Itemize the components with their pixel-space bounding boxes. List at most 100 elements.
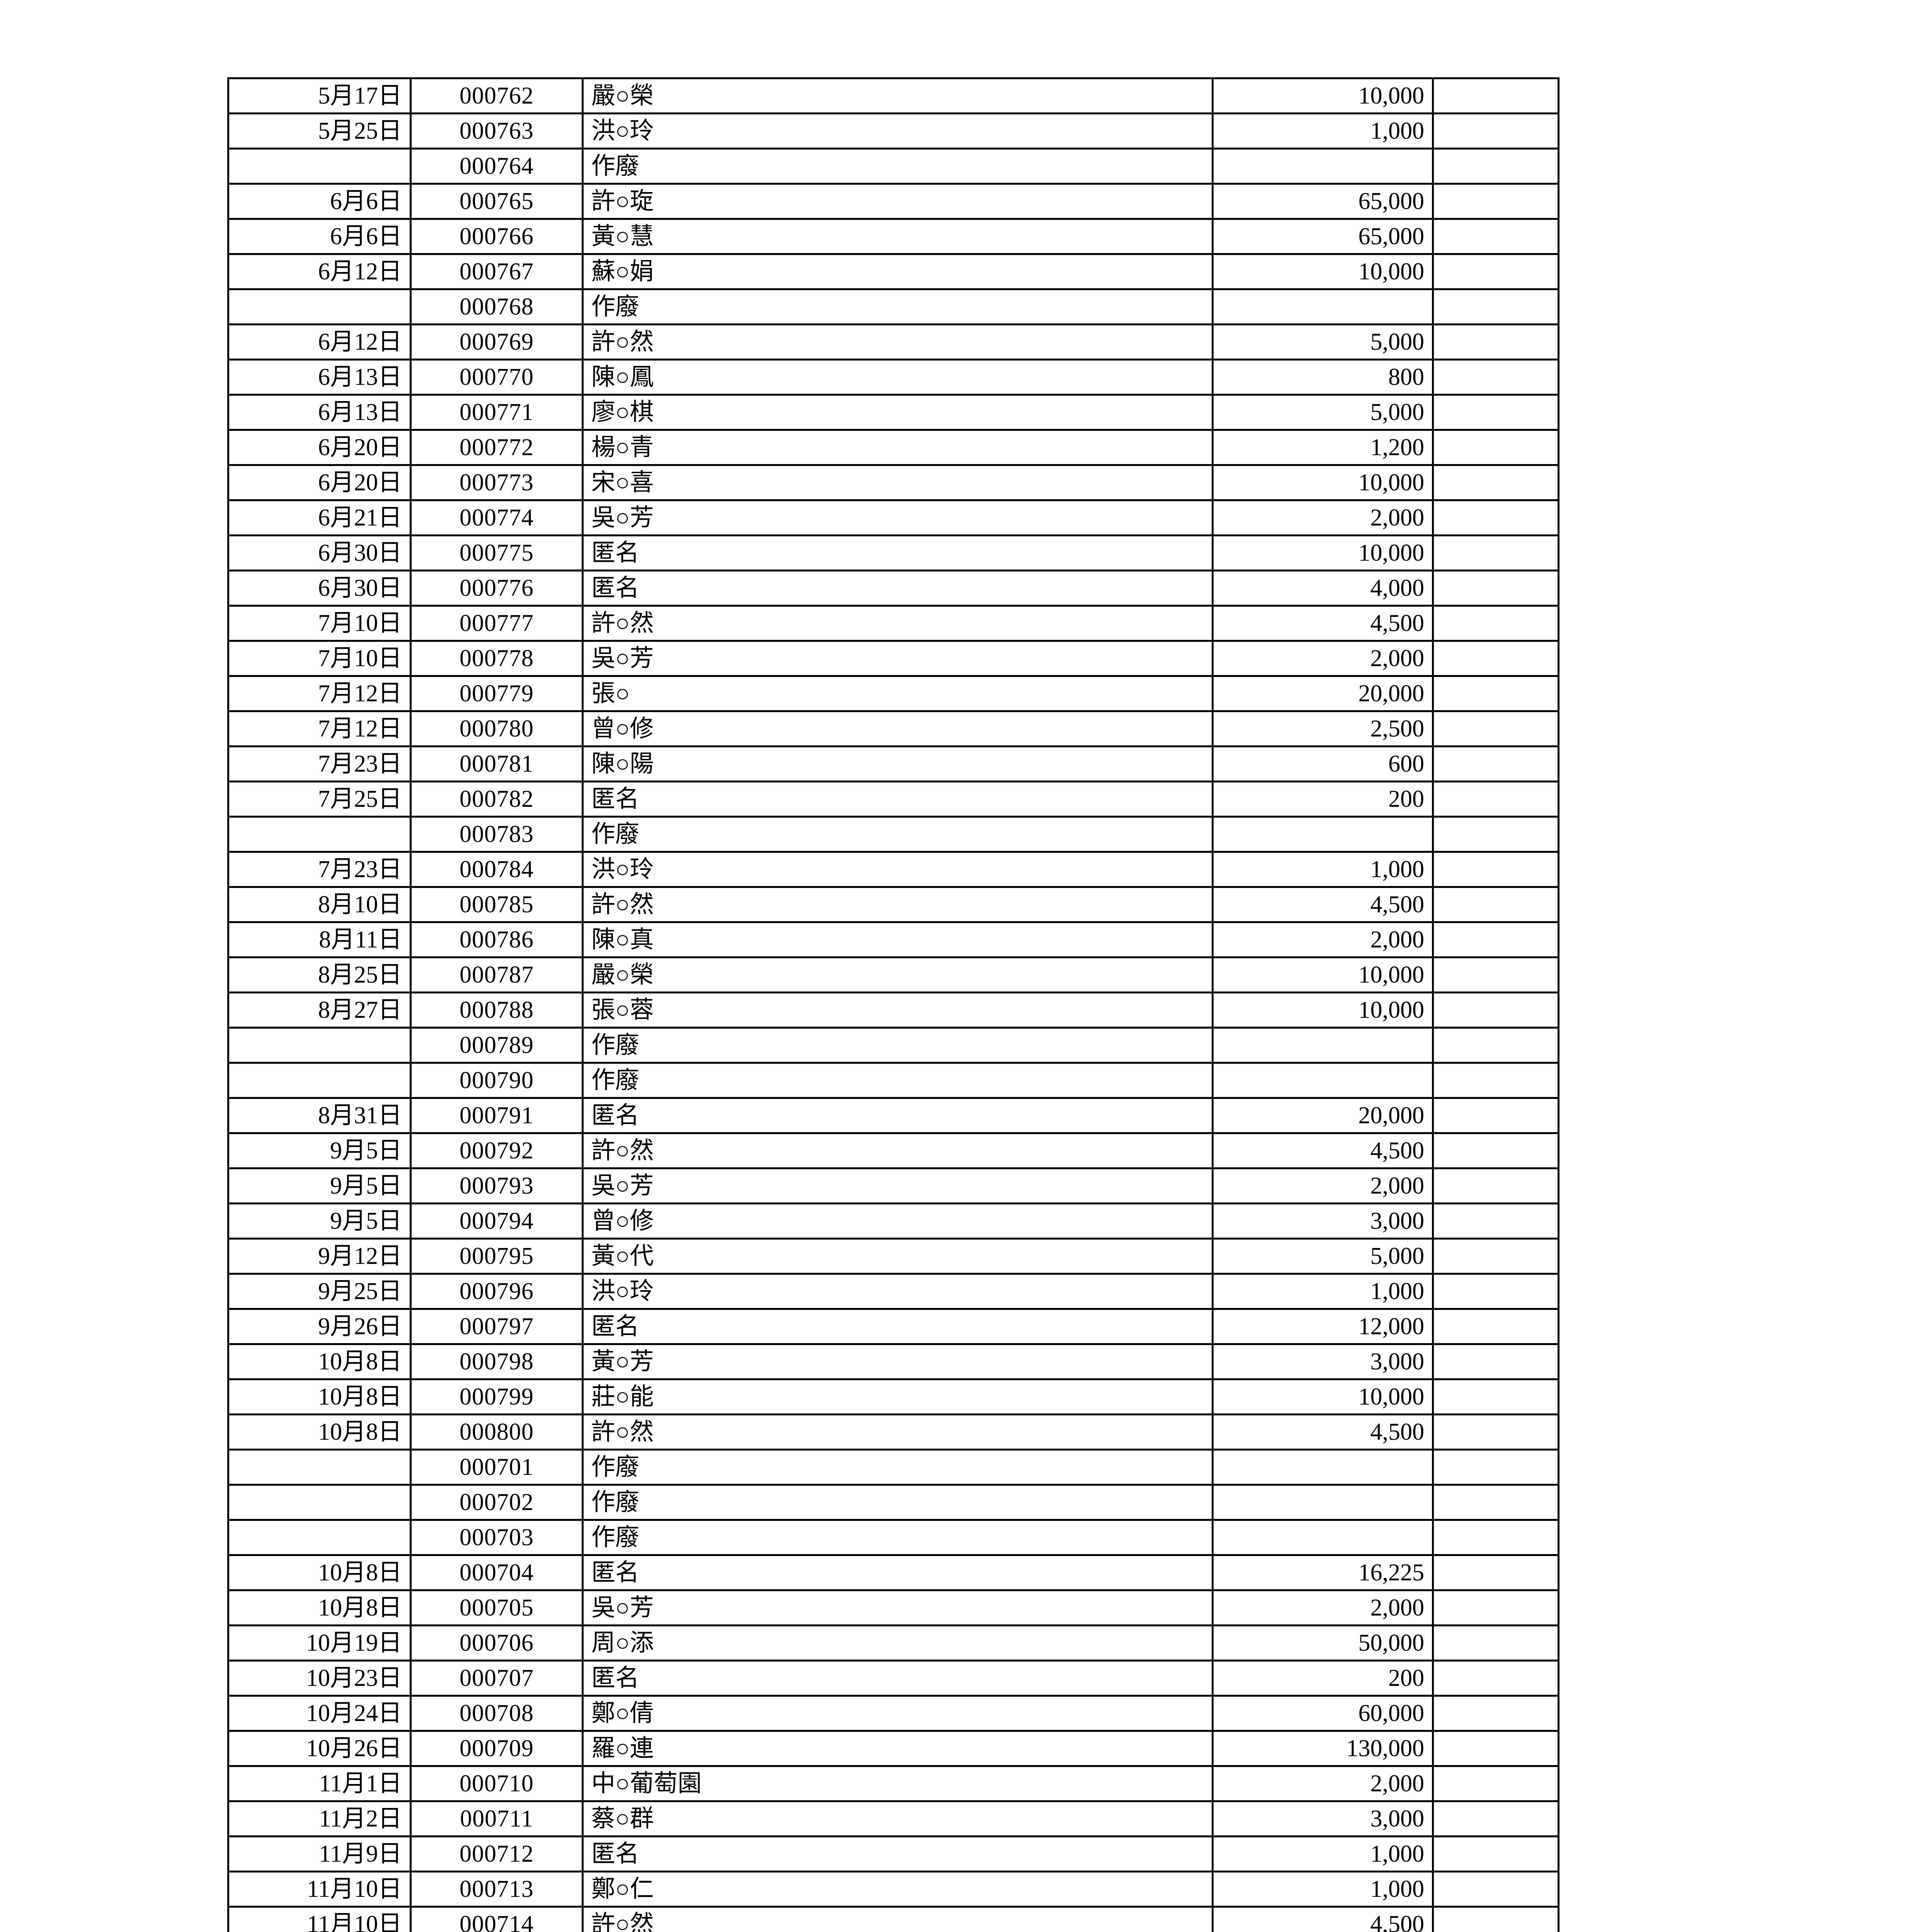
- cell-receipt-number: 000762: [410, 77, 584, 114]
- table-row: 8月27日 000788 張○蓉 10,000: [227, 992, 1559, 1029]
- cell-note: [1432, 675, 1559, 712]
- cell-amount: 4,500: [1212, 1132, 1434, 1169]
- table-row: 6月13日 000770 陳○鳳 800: [227, 359, 1559, 396]
- cell-amount: [1212, 1519, 1434, 1556]
- cell-date: 6月20日: [227, 464, 412, 501]
- cell-date: 6月30日: [227, 534, 412, 571]
- cell-amount: 2,000: [1212, 640, 1434, 677]
- cell-date: 10月8日: [227, 1589, 412, 1626]
- cell-receipt-number: 000780: [410, 710, 584, 747]
- table-row: 000789 作廢: [227, 1027, 1559, 1064]
- cell-donor-name: 許○然: [582, 323, 1214, 361]
- table-row: 8月11日 000786 陳○真 2,000: [227, 921, 1559, 958]
- table-row: 10月23日 000707 匿名 200: [227, 1660, 1559, 1697]
- cell-note: [1432, 1484, 1559, 1521]
- cell-note: [1432, 921, 1559, 958]
- cell-note: [1432, 394, 1559, 431]
- cell-donor-name: 嚴○榮: [582, 956, 1214, 993]
- cell-amount: 1,000: [1212, 851, 1434, 888]
- table-row: 8月31日 000791 匿名 20,000: [227, 1097, 1559, 1134]
- cell-receipt-number: 000779: [410, 675, 584, 712]
- cell-date: 6月6日: [227, 183, 412, 220]
- cell-receipt-number: 000767: [410, 253, 584, 290]
- cell-amount: 5,000: [1212, 323, 1434, 361]
- cell-donor-name: 鄭○倩: [582, 1695, 1214, 1732]
- cell-date: 7月25日: [227, 781, 412, 818]
- cell-note: [1432, 992, 1559, 1029]
- cell-receipt-number: 000784: [410, 851, 584, 888]
- table-row: 9月26日 000797 匿名 12,000: [227, 1308, 1559, 1345]
- cell-date: 9月5日: [227, 1132, 412, 1169]
- cell-receipt-number: 000706: [410, 1624, 584, 1662]
- cell-date: [227, 816, 412, 853]
- table-row: 11月9日 000712 匿名 1,000: [227, 1835, 1559, 1872]
- cell-amount: 4,500: [1212, 886, 1434, 923]
- cell-note: [1432, 1027, 1559, 1064]
- cell-amount: 2,000: [1212, 499, 1434, 536]
- cell-receipt-number: 000711: [410, 1800, 584, 1837]
- cell-donor-name: 曾○修: [582, 1202, 1214, 1240]
- cell-amount: [1212, 816, 1434, 853]
- cell-note: [1432, 1308, 1559, 1345]
- cell-donor-name: 洪○玲: [582, 112, 1214, 150]
- cell-note: [1432, 1238, 1559, 1275]
- cell-amount: 1,200: [1212, 429, 1434, 466]
- cell-note: [1432, 1554, 1559, 1591]
- table-row: 6月12日 000769 許○然 5,000: [227, 323, 1559, 361]
- cell-donor-name: 匿名: [582, 1308, 1214, 1345]
- cell-donor-name: 曾○修: [582, 710, 1214, 747]
- cell-amount: 10,000: [1212, 464, 1434, 501]
- table-row: 9月5日 000792 許○然 4,500: [227, 1132, 1559, 1169]
- cell-note: [1432, 1273, 1559, 1310]
- cell-date: 10月8日: [227, 1413, 412, 1451]
- cell-receipt-number: 000707: [410, 1660, 584, 1697]
- cell-receipt-number: 000799: [410, 1378, 584, 1415]
- cell-amount: 65,000: [1212, 183, 1434, 220]
- table-row: 11月1日 000710 中○葡萄園 2,000: [227, 1765, 1559, 1802]
- cell-amount: 200: [1212, 781, 1434, 818]
- cell-date: [227, 1449, 412, 1486]
- cell-amount: 2,000: [1212, 1765, 1434, 1802]
- cell-donor-name: 蘇○娟: [582, 253, 1214, 290]
- cell-donor-name: 黃○慧: [582, 218, 1214, 255]
- cell-amount: [1212, 1484, 1434, 1521]
- cell-date: 11月9日: [227, 1835, 412, 1872]
- cell-receipt-number: 000794: [410, 1202, 584, 1240]
- cell-note: [1432, 534, 1559, 571]
- cell-note: [1432, 77, 1559, 114]
- cell-note: [1432, 1519, 1559, 1556]
- cell-note: [1432, 1343, 1559, 1380]
- cell-date: 11月10日: [227, 1906, 412, 1932]
- cell-donor-name: 作廢: [582, 1484, 1214, 1521]
- cell-donor-name: 許○然: [582, 1132, 1214, 1169]
- cell-receipt-number: 000797: [410, 1308, 584, 1345]
- cell-donor-name: 洪○玲: [582, 1273, 1214, 1310]
- cell-date: 6月21日: [227, 499, 412, 536]
- cell-note: [1432, 1413, 1559, 1451]
- cell-date: 6月13日: [227, 359, 412, 396]
- cell-amount: [1212, 1449, 1434, 1486]
- cell-amount: 600: [1212, 745, 1434, 782]
- cell-date: 8月31日: [227, 1097, 412, 1134]
- table-row: 6月6日 000766 黃○慧 65,000: [227, 218, 1559, 255]
- cell-date: 7月23日: [227, 851, 412, 888]
- table-row: 7月23日 000781 陳○陽 600: [227, 745, 1559, 782]
- cell-note: [1432, 112, 1559, 150]
- table-row: 000703 作廢: [227, 1519, 1559, 1556]
- cell-amount: 2,000: [1212, 921, 1434, 958]
- cell-amount: [1212, 148, 1434, 185]
- table-row: 6月12日 000767 蘇○娟 10,000: [227, 253, 1559, 290]
- cell-note: [1432, 148, 1559, 185]
- cell-donor-name: 作廢: [582, 1062, 1214, 1099]
- cell-donor-name: 陳○真: [582, 921, 1214, 958]
- table-row: 11月2日 000711 蔡○群 3,000: [227, 1800, 1559, 1837]
- table-row: 6月20日 000773 宋○喜 10,000: [227, 464, 1559, 501]
- cell-amount: [1212, 288, 1434, 325]
- cell-receipt-number: 000800: [410, 1413, 584, 1451]
- cell-amount: 2,500: [1212, 710, 1434, 747]
- cell-donor-name: 蔡○群: [582, 1800, 1214, 1837]
- cell-receipt-number: 000796: [410, 1273, 584, 1310]
- cell-receipt-number: 000765: [410, 183, 584, 220]
- cell-note: [1432, 1097, 1559, 1134]
- cell-note: [1432, 288, 1559, 325]
